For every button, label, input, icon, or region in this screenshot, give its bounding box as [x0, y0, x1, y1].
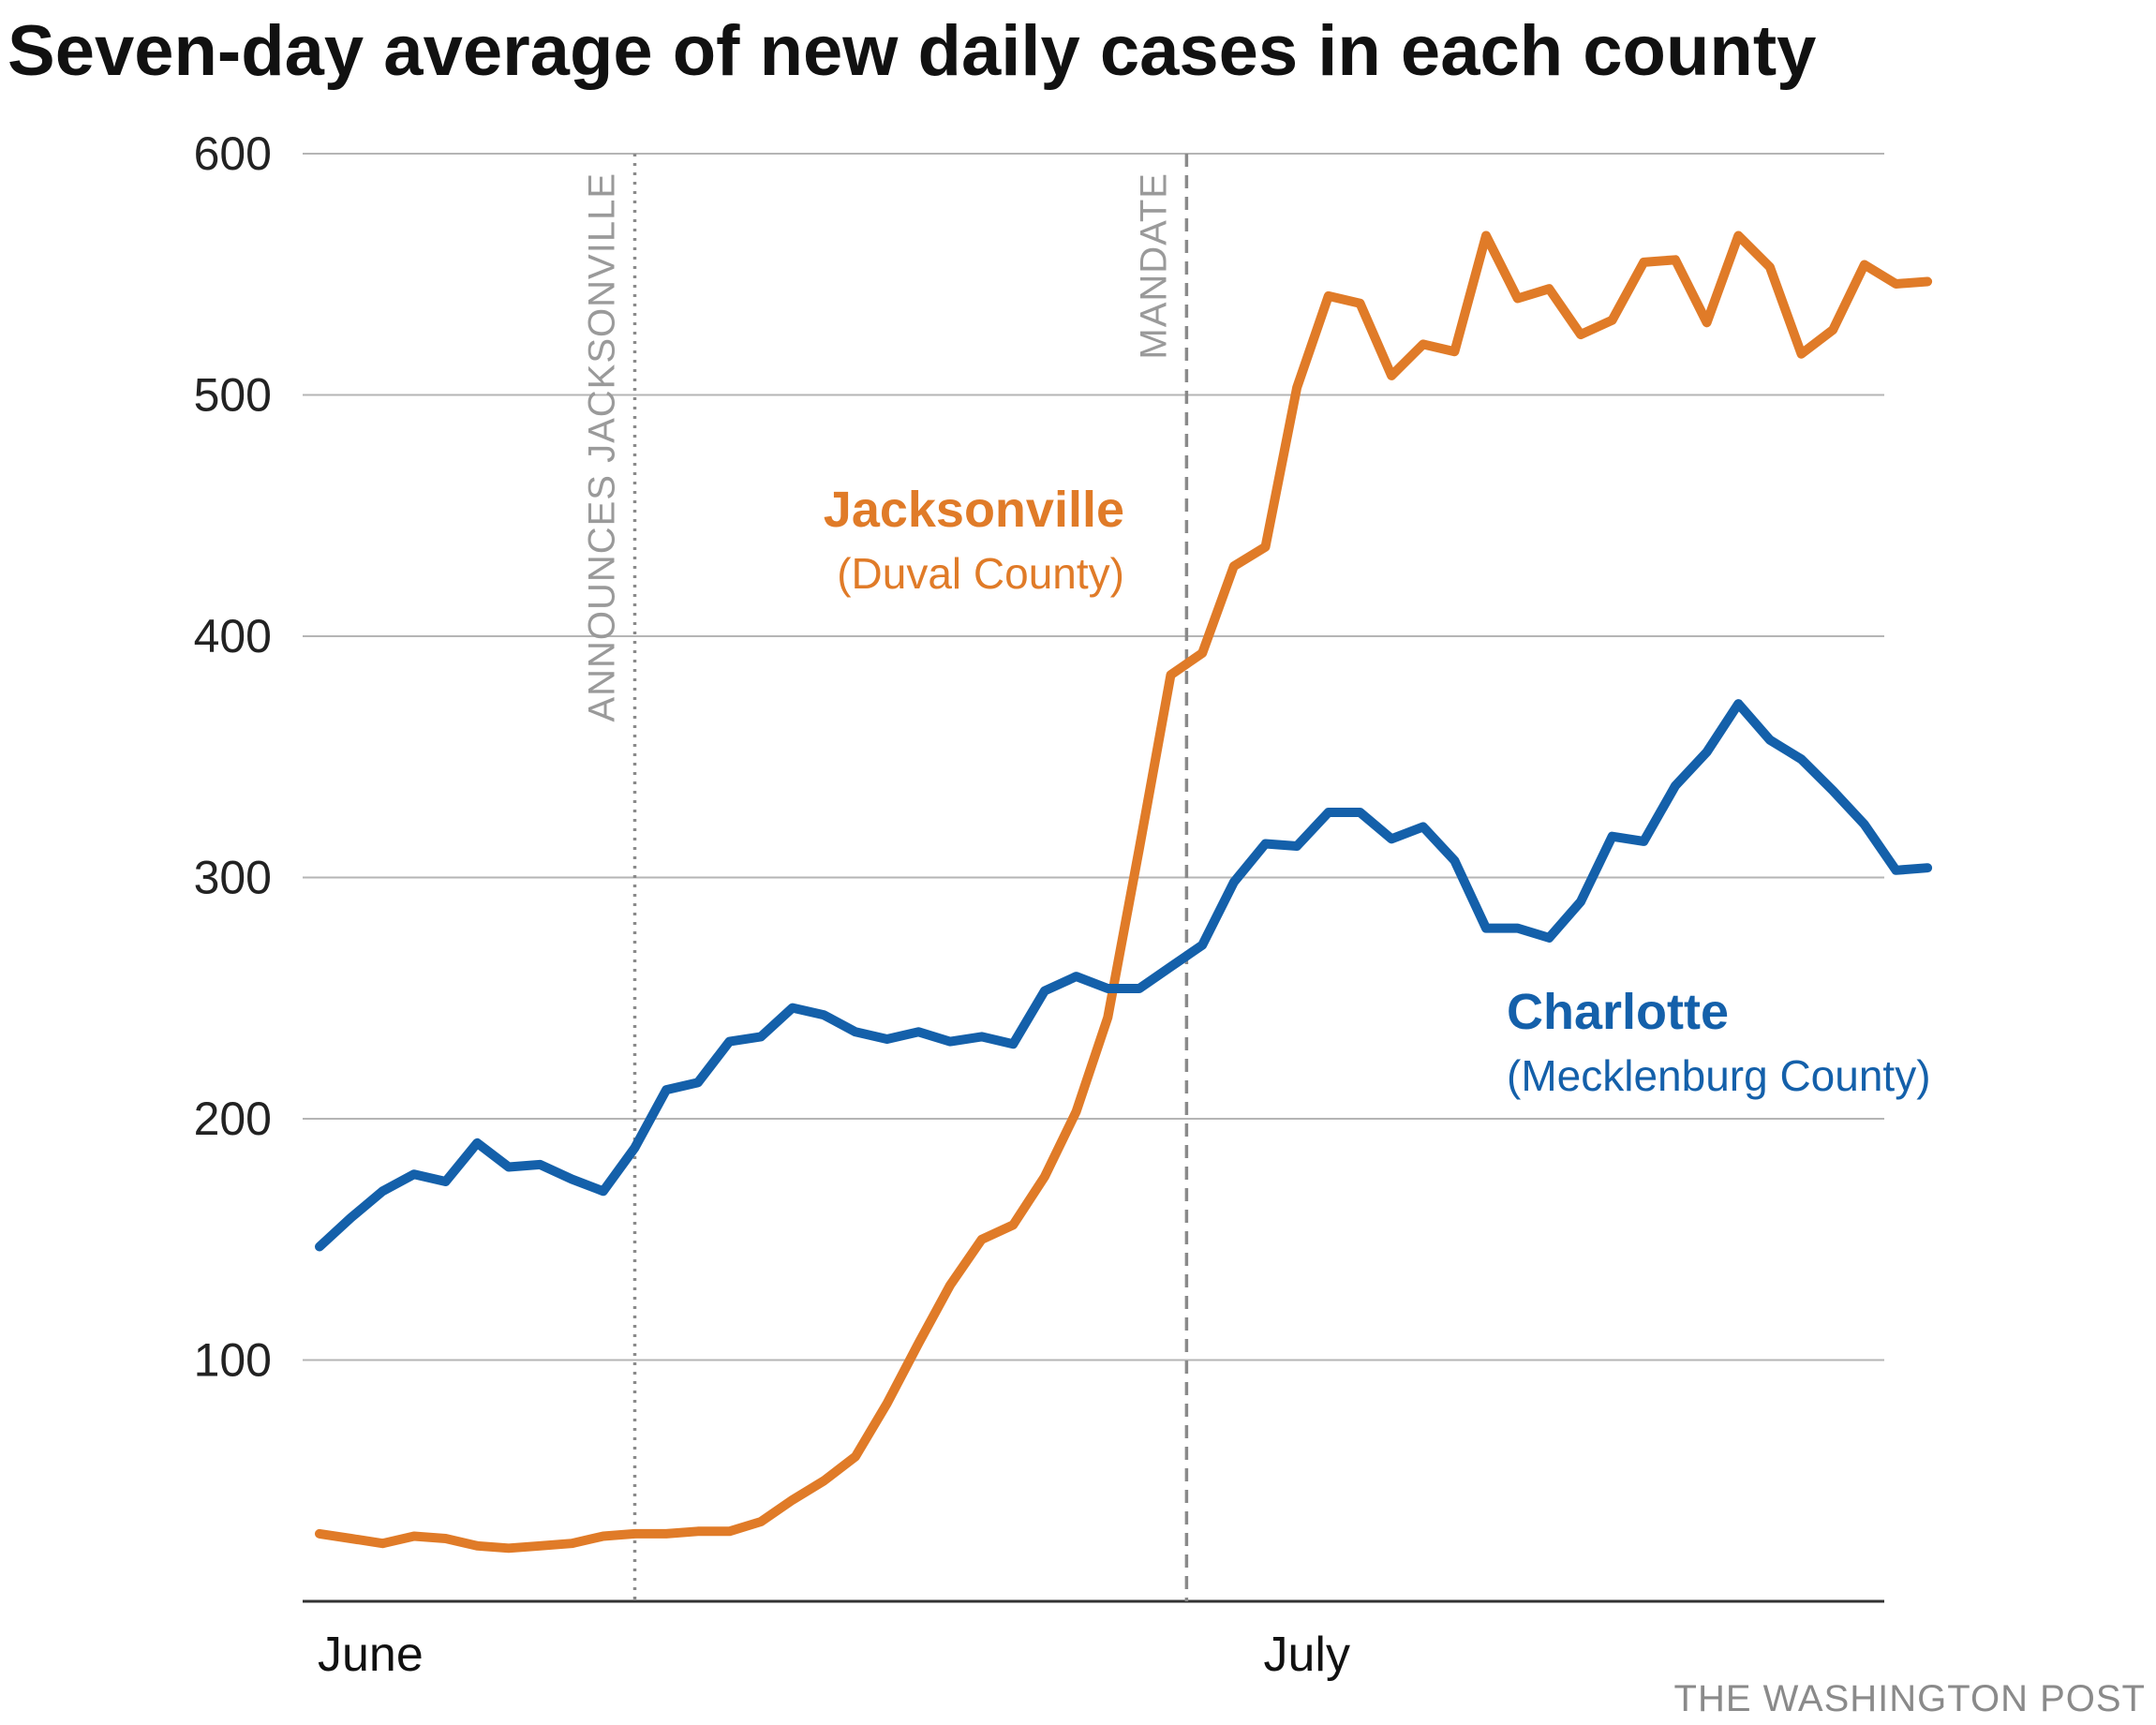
series-label-jacksonville: Jacksonville — [824, 482, 1124, 538]
y-tick-label: 200 — [194, 1093, 272, 1145]
series-lines — [315, 230, 1933, 1554]
y-tick-label: 400 — [194, 610, 272, 662]
x-tick-label: July — [1264, 1628, 1350, 1682]
y-tick-label: 300 — [194, 852, 272, 904]
x-tick-label: June — [318, 1628, 424, 1682]
y-tick-label: 600 — [194, 127, 272, 180]
event-label: ANNOUNCES JACKSONVILLE — [582, 172, 623, 722]
grid-lines — [303, 153, 1884, 1603]
series-line-charlotte — [315, 699, 1933, 1252]
series-label-charlotte: Charlotte — [1507, 984, 1729, 1040]
series-sublabel-charlotte: (Mecklenburg County) — [1507, 1051, 1931, 1100]
event-markers: ANNOUNCES JACKSONVILLE MANDATE — [582, 154, 1189, 1601]
y-tick-label: 100 — [194, 1334, 272, 1387]
event-label: MANDATE — [1133, 172, 1174, 360]
y-axis-ticks: 100 200 300 400 500 600 — [194, 127, 272, 1387]
source-credit: THE WASHINGTON POST — [1674, 1678, 2146, 1719]
x-axis-ticks: June July — [318, 1628, 1350, 1682]
series-sublabel-jacksonville: (Duval County) — [837, 549, 1124, 598]
series-line-jacksonville — [315, 230, 1933, 1554]
y-tick-label: 500 — [194, 369, 272, 422]
series-labels: Jacksonville (Duval County) Charlotte (M… — [824, 482, 1931, 1100]
chart-title: Seven-day average of new daily cases in … — [7, 11, 1816, 91]
